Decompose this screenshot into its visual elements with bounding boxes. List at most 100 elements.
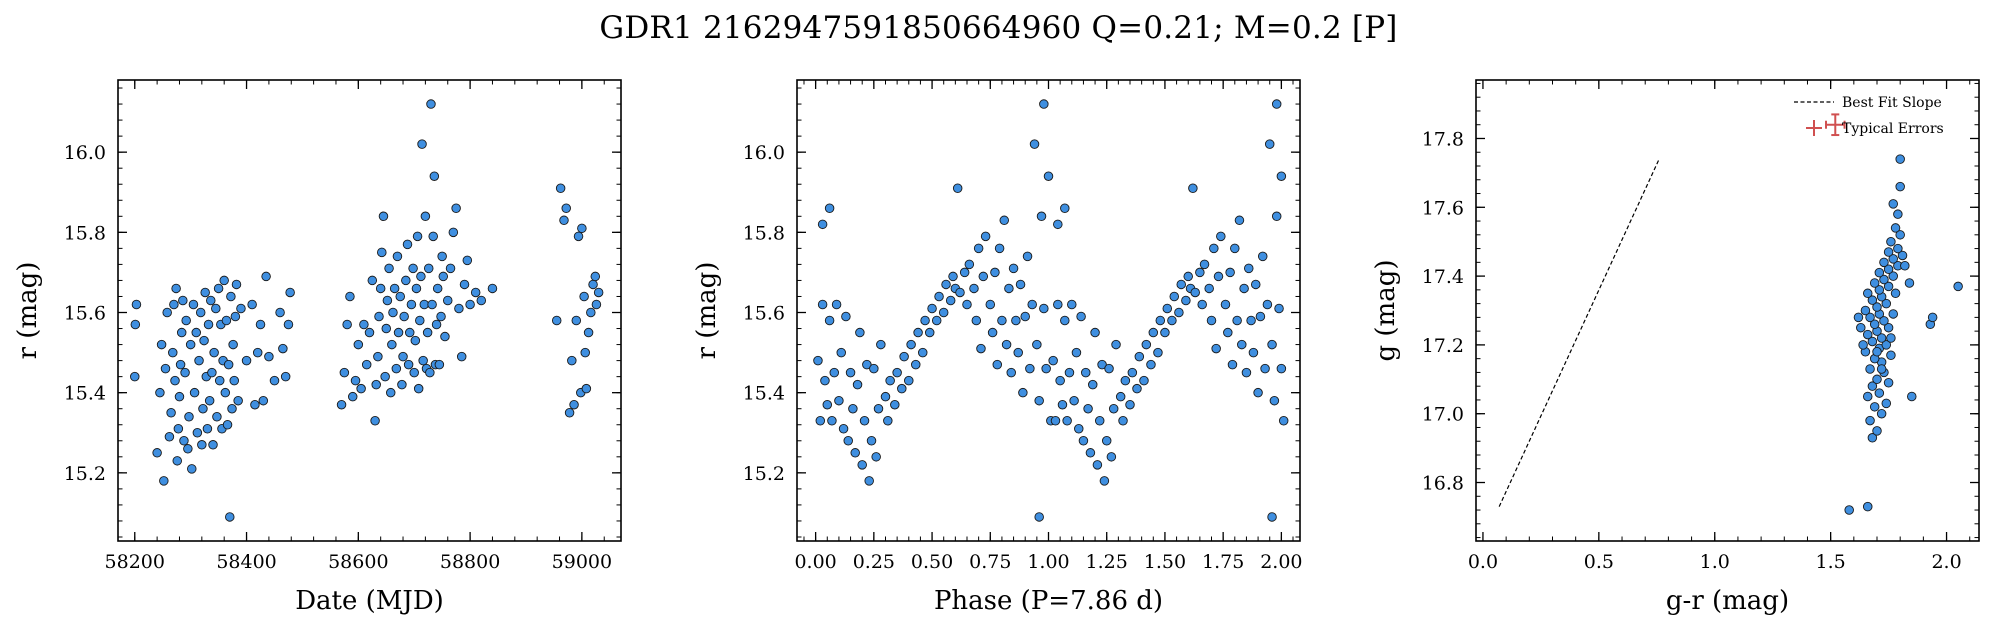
data-point xyxy=(817,299,828,310)
data-point xyxy=(280,371,291,382)
data-point xyxy=(1234,215,1245,226)
data-point xyxy=(829,367,840,378)
data-point xyxy=(219,275,229,286)
data-point xyxy=(269,375,280,386)
data-point xyxy=(175,359,186,370)
data-point xyxy=(906,339,916,350)
data-point xyxy=(1050,415,1061,426)
data-point xyxy=(883,415,893,426)
data-point xyxy=(1053,299,1063,310)
data-point xyxy=(1032,339,1042,350)
data-point xyxy=(1057,399,1068,410)
data-point xyxy=(1883,264,1894,274)
x-tick-label: 1.75 xyxy=(1202,551,1244,573)
data-point xyxy=(1883,247,1894,257)
data-point xyxy=(1041,363,1051,374)
data-point xyxy=(204,395,215,406)
data-point xyxy=(973,243,984,254)
axes-frame xyxy=(796,79,1301,542)
data-points xyxy=(1844,154,1963,515)
y-tick-label: 15.6 xyxy=(743,303,785,325)
data-point xyxy=(184,411,194,422)
data-point xyxy=(420,211,431,222)
data-point xyxy=(399,311,409,322)
data-point xyxy=(1132,383,1142,394)
data-point xyxy=(1876,364,1887,374)
data-point xyxy=(198,403,208,414)
data-point xyxy=(924,327,935,338)
data-point xyxy=(1211,343,1221,354)
data-point xyxy=(1239,283,1249,294)
axes-frame xyxy=(1475,79,1980,542)
data-point xyxy=(476,295,487,306)
data-point xyxy=(1160,327,1170,338)
data-point xyxy=(980,231,991,242)
data-point xyxy=(1162,303,1173,314)
data-point xyxy=(593,287,604,298)
data-point xyxy=(451,203,461,214)
data-point xyxy=(1223,327,1233,338)
y-tick-label: 17.2 xyxy=(1422,335,1464,357)
data-point xyxy=(920,315,930,326)
data-point xyxy=(838,424,849,434)
x-tick-label: 1.00 xyxy=(1027,551,1069,573)
x-tick-label: 0.00 xyxy=(794,551,836,573)
data-point xyxy=(412,231,423,242)
y-tick-label: 17.8 xyxy=(1422,128,1464,150)
y-tick-label: 15.6 xyxy=(64,303,106,325)
data-point xyxy=(1276,363,1287,374)
data-point xyxy=(258,395,269,406)
data-point xyxy=(976,343,986,354)
data-point xyxy=(1872,302,1882,312)
data-point xyxy=(573,231,584,242)
data-point xyxy=(859,415,870,426)
panel-phase-folded: 0.00 0.25 0.50 0.75 1.00 1.25 1.50 1.75 2.00 15.2… xyxy=(692,79,1303,616)
data-point xyxy=(1188,183,1198,193)
data-point xyxy=(380,371,390,382)
data-point xyxy=(824,315,835,326)
legend-label-typical-errors: Typical Errors xyxy=(1842,121,1944,137)
best-fit-slope-line xyxy=(1498,158,1660,507)
data-point xyxy=(180,367,190,378)
data-point xyxy=(130,319,141,330)
data-point xyxy=(948,271,958,282)
x-axis-label: Date (MJD) xyxy=(295,586,444,616)
data-point xyxy=(994,243,1005,254)
data-point xyxy=(864,476,874,486)
data-point xyxy=(579,291,589,302)
data-point xyxy=(1865,312,1875,323)
data-point xyxy=(820,375,830,386)
data-point xyxy=(195,307,206,318)
data-point xyxy=(404,327,415,338)
x-tick-label: 1.25 xyxy=(1086,551,1128,573)
data-point xyxy=(836,347,846,358)
data-point xyxy=(176,327,187,338)
data-point xyxy=(1253,387,1263,398)
data-point xyxy=(1900,261,1910,271)
data-point xyxy=(459,279,470,290)
data-point xyxy=(959,267,970,278)
data-point xyxy=(1015,279,1026,290)
data-points xyxy=(813,99,1289,522)
data-point xyxy=(843,436,853,446)
data-point xyxy=(434,359,445,370)
data-point xyxy=(384,263,394,274)
data-point xyxy=(1036,211,1047,222)
data-point xyxy=(207,367,217,378)
y-tick-label: 16.8 xyxy=(1422,473,1464,495)
data-point xyxy=(590,271,601,282)
data-point xyxy=(871,452,881,462)
legend-error-swatch xyxy=(1806,120,1822,136)
data-point xyxy=(1862,501,1873,512)
data-point xyxy=(1048,355,1058,366)
data-point xyxy=(918,347,928,358)
data-point xyxy=(1174,307,1184,318)
data-point xyxy=(364,327,375,338)
data-point xyxy=(1264,139,1275,149)
data-point xyxy=(1876,408,1887,419)
data-point xyxy=(1248,347,1259,358)
data-point xyxy=(208,440,218,450)
data-point xyxy=(410,335,421,346)
data-point xyxy=(255,319,266,330)
data-point xyxy=(415,315,425,326)
